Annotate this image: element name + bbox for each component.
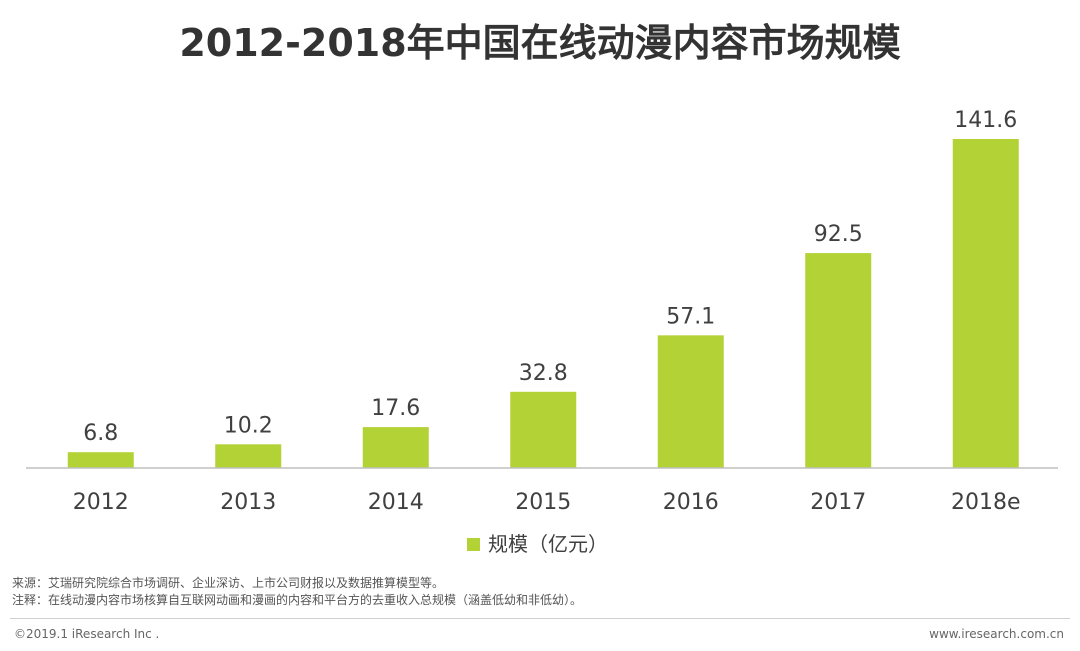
x-tick-label-2018e: 2018e — [951, 490, 1021, 515]
bar-2015 — [510, 391, 577, 468]
x-tick-label-2015: 2015 — [515, 490, 571, 515]
annotation-note: 注释：在线动漫内容市场核算自互联网动画和漫画的内容和平台方的去重收入总规模（涵盖… — [12, 593, 583, 607]
bar-2018e — [952, 139, 1019, 468]
copyright-text: ©2019.1 iResearch Inc . — [14, 627, 160, 641]
legend-swatch — [467, 538, 480, 551]
value-label-2012: 6.8 — [83, 421, 118, 446]
x-tick-label-2013: 2013 — [220, 490, 276, 515]
x-tick-label-2017: 2017 — [810, 490, 866, 515]
notes-block: 来源：艾瑞研究院综合市场调研、企业深访、上市公司财报以及数据推算模型等。 注释：… — [12, 575, 582, 609]
value-label-2014: 17.6 — [371, 396, 420, 421]
bar-2016 — [657, 335, 724, 468]
chart-title: 2012-2018年中国在线动漫内容市场规模 — [179, 21, 901, 65]
x-tick-label-2012: 2012 — [73, 490, 129, 515]
legend: 规模（亿元） — [467, 532, 608, 556]
bar-2012 — [67, 452, 134, 468]
x-tick-label-2016: 2016 — [663, 490, 719, 515]
value-label-2017: 92.5 — [814, 222, 863, 247]
x-tick-label-2014: 2014 — [368, 490, 424, 515]
value-label-2016: 57.1 — [666, 304, 715, 329]
x-tick-label-group: 2012 2013 2014 2015 2016 2017 2018e — [73, 490, 1021, 515]
source-note: 来源：艾瑞研究院综合市场调研、企业深访、上市公司财报以及数据推算模型等。 — [12, 576, 445, 590]
website-link[interactable]: www.iresearch.com.cn — [929, 627, 1064, 641]
legend-label: 规模（亿元） — [488, 532, 608, 556]
value-label-2018e: 141.6 — [954, 108, 1017, 133]
bar-2013 — [215, 444, 282, 468]
bar-2014 — [362, 427, 429, 468]
value-label-group: 6.8 10.2 17.6 32.8 57.1 92.5 141.6 — [83, 108, 1017, 446]
value-label-2015: 32.8 — [519, 361, 568, 386]
value-label-2013: 10.2 — [224, 413, 273, 438]
footer-divider — [10, 618, 1070, 619]
bar-2017 — [805, 253, 872, 468]
bar-group — [67, 139, 1019, 468]
